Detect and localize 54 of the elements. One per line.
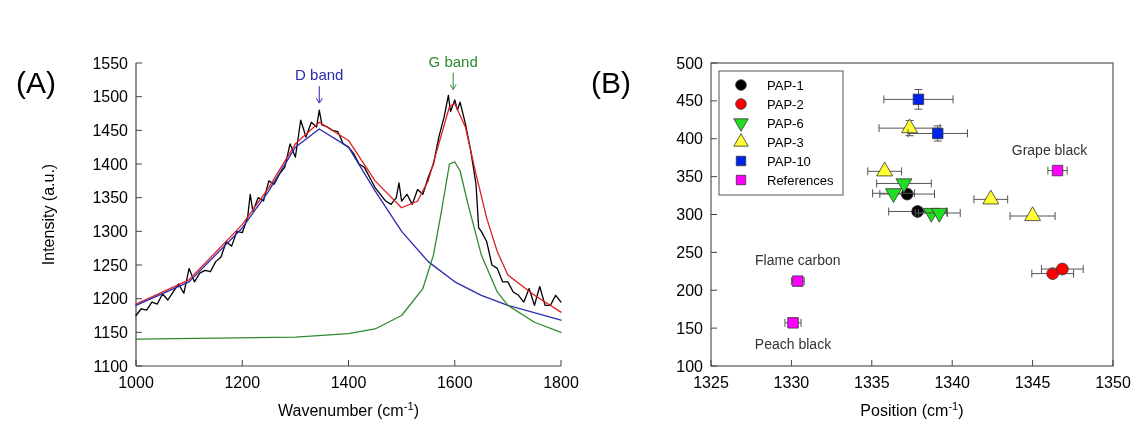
point: [876, 161, 894, 177]
y-tick-label: 1400: [92, 155, 129, 173]
y-tick-label: 1300: [92, 222, 129, 240]
legend-label: PAP-3: [767, 134, 804, 150]
x-tick-label: 1000: [118, 374, 154, 391]
y-tick-label: 150: [676, 319, 704, 337]
legend-label: PAP-6: [767, 115, 804, 131]
point: [1056, 262, 1069, 276]
x-tick-label: 1340: [934, 374, 971, 391]
legend-label: PAP-2: [767, 96, 804, 112]
y-tick-label: 100: [676, 357, 704, 375]
y-tick-label: 1350: [92, 189, 129, 207]
y-tick-label: 1250: [92, 256, 129, 274]
y-tick-label: 200: [676, 281, 704, 299]
chart-title: (B): [591, 66, 631, 99]
y-tick-label: 400: [676, 130, 704, 148]
point: [912, 93, 925, 105]
legend-label: PAP-1: [767, 77, 804, 93]
x-tick-label: 1800: [543, 374, 579, 391]
chart-title: (A): [16, 66, 56, 99]
y-tick-label: 450: [676, 92, 704, 110]
x-tick-label: 1350: [1095, 374, 1131, 391]
y-tick-label: 250: [676, 243, 704, 261]
point: [1024, 206, 1041, 222]
x-tick-label: 1200: [224, 374, 261, 391]
line-series: [135, 161, 562, 340]
y-tick-label: 1100: [93, 357, 129, 375]
y-tick-label: 1550: [92, 54, 129, 72]
x-tick-label: 1335: [854, 374, 890, 391]
x-tick-label: 1330: [773, 374, 810, 391]
annotation: Grape black: [1011, 141, 1089, 158]
legend-label: References: [767, 172, 834, 188]
point: [982, 189, 1000, 205]
x-axis-title: Wavenumber (cm$^{-1}$): [278, 400, 419, 419]
y-axis-title: Intensity (a.u.): [40, 163, 57, 266]
point: [1051, 164, 1064, 177]
x-tick-label: 1345: [1014, 374, 1051, 391]
y-tick-label: 1500: [92, 88, 129, 106]
y-tick-label: 1200: [92, 290, 129, 308]
x-tick-label: 1600: [436, 374, 473, 391]
annotation: D band: [295, 66, 344, 84]
line-series: [135, 128, 562, 321]
y-tick-label: 350: [676, 168, 704, 186]
x-tick-label: 1400: [330, 374, 367, 391]
y-tick-label: 1450: [92, 121, 129, 139]
y-tick-label: 300: [676, 206, 704, 224]
annotation: G band: [428, 52, 478, 70]
x-tick-label: 1325: [693, 374, 729, 391]
x-axis-title: Position (cm$^{-1}$): [860, 400, 964, 419]
y-tick-label: 500: [676, 54, 704, 72]
annotation: Flame carbon: [755, 252, 841, 269]
annotation: Peach black: [754, 335, 833, 352]
y-tick-label: 1150: [93, 323, 129, 341]
legend-label: PAP-10: [767, 153, 811, 169]
